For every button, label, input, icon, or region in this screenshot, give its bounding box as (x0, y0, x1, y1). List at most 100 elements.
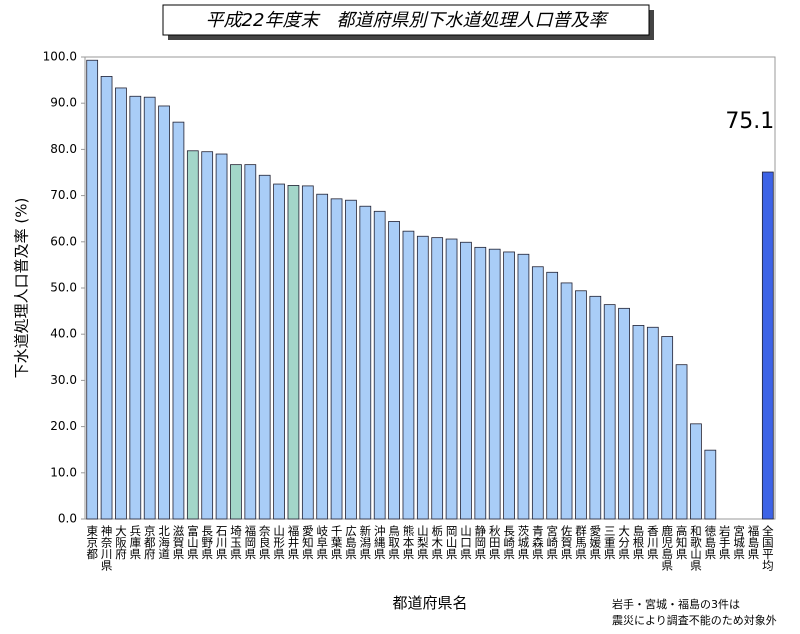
bar (575, 290, 587, 520)
x-tick-label: 全国平均 (761, 524, 775, 572)
bar (661, 336, 674, 520)
x-tick-label: 愛知県 (301, 525, 315, 560)
bar (445, 238, 458, 520)
bar (373, 210, 386, 520)
bar (215, 153, 228, 520)
y-tick-label: 0.0 (58, 512, 77, 526)
y-tick-label: 40.0 (50, 327, 77, 341)
x-tick-label: 大阪府 (114, 524, 128, 560)
x-tick-label: 広島県 (344, 525, 358, 560)
x-tick-label: 佐賀県 (560, 524, 574, 560)
bar (201, 151, 214, 520)
bar (690, 423, 702, 520)
bar (603, 304, 616, 520)
note: 震災により調査不能のため対象外 (612, 613, 777, 627)
y-tick-label: 70.0 (50, 188, 77, 202)
y-tick-label: 20.0 (50, 419, 77, 433)
x-tick-label: 高知県 (675, 524, 689, 560)
bar (761, 171, 774, 520)
bar (143, 96, 156, 520)
x-tick-label: 滋賀県 (171, 525, 185, 560)
x-tick-label: 千葉県 (330, 525, 344, 560)
title-box (162, 4, 650, 36)
x-tick-label: 福井県 (286, 524, 300, 560)
x-tick-label: 岐阜県 (315, 525, 329, 560)
x-tick-label: 徳島県 (703, 524, 717, 560)
bar (244, 164, 257, 520)
bar (345, 199, 357, 520)
y-tick-label: 80.0 (50, 142, 77, 156)
bar (129, 95, 142, 520)
y-tick-label: 100.0 (43, 50, 77, 64)
y-tick-label: 10.0 (50, 465, 77, 479)
x-tick-label: 三重県 (603, 525, 617, 560)
y-tick-label: 50.0 (50, 281, 77, 295)
y-tick-label: 90.0 (50, 96, 77, 110)
bar (316, 193, 329, 520)
x-tick-label: 北海道 (157, 525, 171, 560)
x-tick-label: 鳥取県 (387, 524, 401, 560)
bar (431, 237, 444, 520)
x-tick-label: 島根県 (631, 524, 645, 560)
x-tick-label: 山梨県 (416, 525, 430, 560)
bar (618, 307, 630, 520)
bar (301, 185, 314, 520)
x-tick-label: 岩手県 (718, 524, 732, 560)
x-tick-label: 香川県 (646, 525, 660, 560)
bar (100, 76, 113, 520)
bar (474, 246, 487, 520)
x-tick-label: 山形県 (272, 525, 286, 560)
value-label: 75.1 (725, 109, 774, 134)
x-tick-label: 福岡県 (243, 524, 257, 560)
y-tick-label: 60.0 (50, 234, 77, 248)
bar (675, 364, 688, 520)
bar (158, 105, 170, 520)
x-tick-label: 栃木県 (430, 524, 444, 560)
x-tick-label: 長崎県 (502, 525, 516, 560)
bar (86, 59, 99, 520)
bar (632, 325, 645, 520)
bar (460, 241, 472, 520)
x-tick-label: 埼玉県 (229, 524, 243, 560)
note: 岩手・宮城・福島の3件は (612, 597, 740, 611)
x-tick-label: 石川県 (215, 525, 229, 560)
x-tick-label: 東京都 (85, 525, 99, 560)
x-tick-label: 鹿児島県 (660, 524, 674, 572)
bar (359, 205, 372, 520)
x-tick-label: 茨城県 (516, 524, 530, 560)
y-tick-label: 30.0 (50, 373, 77, 387)
bar (560, 282, 573, 520)
x-tick-label: 愛媛県 (588, 525, 602, 560)
x-tick-label: 沖縄県 (373, 525, 387, 560)
x-tick-label: 京都府 (143, 524, 157, 560)
x-axis-title: 都道府県名 (392, 594, 467, 612)
bar (646, 326, 659, 520)
bar (258, 174, 271, 520)
x-tick-label: 大分県 (617, 524, 631, 560)
bar (589, 295, 602, 520)
x-tick-label: 新潟県 (358, 524, 372, 560)
x-tick-label: 秋田県 (488, 524, 502, 560)
bar (546, 271, 559, 520)
bar (503, 251, 515, 520)
x-tick-label: 福島県 (746, 524, 760, 560)
x-tick-label: 長野県 (200, 525, 214, 560)
bar (488, 248, 501, 520)
bar (186, 150, 199, 520)
x-tick-label: 山口県 (459, 525, 473, 560)
x-tick-label: 群馬県 (574, 524, 588, 560)
x-tick-label: 青森県 (531, 525, 545, 560)
bar (330, 198, 343, 520)
bar (416, 235, 429, 520)
x-tick-label: 和歌山県 (689, 525, 703, 572)
x-tick-label: 岡山県 (445, 525, 459, 560)
x-tick-label: 熊本県 (401, 524, 415, 560)
x-tick-label: 富山県 (186, 524, 200, 560)
x-tick-label: 神奈川県 (100, 524, 114, 572)
x-tick-label: 兵庫県 (128, 525, 142, 560)
chart-title: 平成22年度末 都道府県別下水道処理人口普及率 (206, 10, 610, 31)
bar (115, 87, 127, 520)
x-tick-label: 宮城県 (732, 524, 746, 560)
bar (517, 253, 530, 520)
